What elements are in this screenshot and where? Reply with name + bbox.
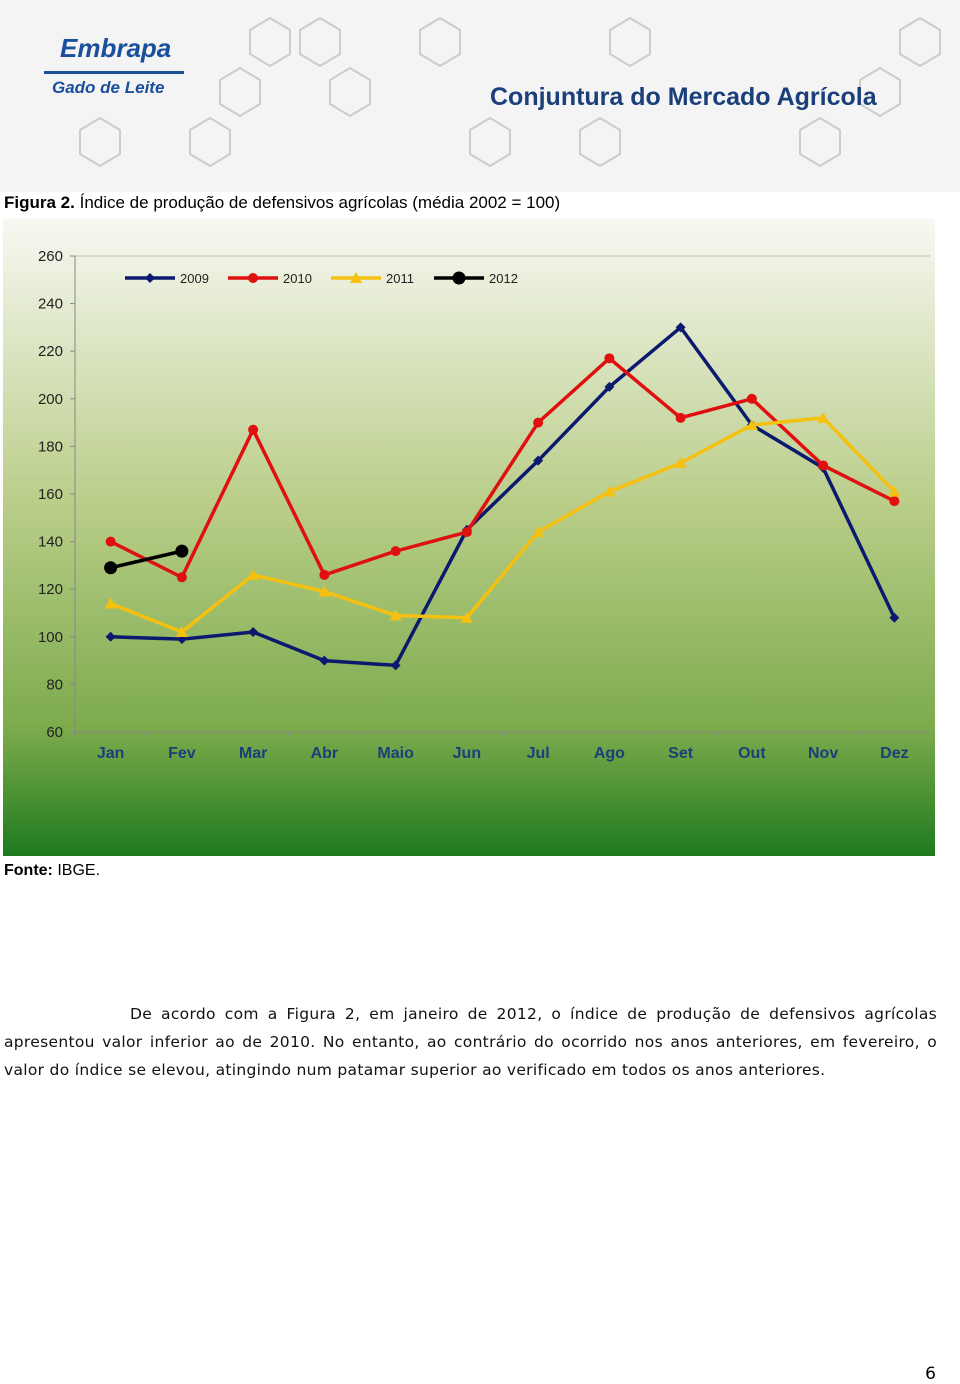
marker [248, 424, 259, 435]
x-tick-label: Jul [527, 745, 550, 762]
unit: Gado de Leite [52, 78, 164, 97]
marker [105, 536, 116, 547]
legend-label: 2012 [489, 271, 518, 286]
marker [746, 393, 757, 404]
x-tick-label: Nov [808, 745, 838, 762]
marker [390, 660, 401, 671]
chart: 60 80 100 120 140 160 180 200 220 240 260 Jan Fev Mar… [3, 219, 935, 856]
x-tick-label: Mar [239, 745, 267, 762]
marker [175, 544, 189, 558]
x-tick-label: Dez [880, 745, 908, 762]
marker [248, 273, 258, 283]
series-line [110, 324, 896, 668]
marker [104, 597, 117, 609]
marker [176, 572, 187, 583]
marker [889, 612, 900, 623]
x-tick-label: Fev [168, 745, 196, 762]
series-line [109, 416, 896, 635]
marker [817, 411, 830, 423]
figure-label: Figura 2. [4, 193, 75, 212]
source: Fonte: IBGE. [4, 862, 100, 880]
marker [145, 273, 155, 283]
marker [533, 417, 544, 428]
y-tick-label: 200 [38, 391, 63, 408]
marker [460, 611, 473, 623]
marker [104, 561, 118, 575]
marker [319, 569, 330, 580]
marker [389, 609, 402, 621]
marker [604, 353, 615, 364]
legend-label: 2011 [386, 271, 414, 286]
y-tick-label: 240 [38, 296, 63, 313]
marker [452, 271, 466, 285]
marker [745, 418, 758, 430]
paragraph: De acordo com a Figura 2, em janeiro de … [4, 1005, 937, 1079]
y-tick-label: 220 [38, 343, 63, 360]
marker [533, 455, 544, 466]
marker [248, 627, 259, 638]
x-tick-label: Set [668, 745, 694, 762]
legend-label: 2010 [283, 271, 312, 286]
marker [603, 485, 616, 497]
legend-label: 2009 [180, 271, 209, 286]
marker [350, 272, 362, 283]
marker [604, 381, 615, 392]
x-tick-label: Jun [453, 745, 481, 762]
y-tick-label: 100 [38, 629, 63, 646]
y-tick-label: 80 [46, 676, 63, 693]
series-line [109, 356, 896, 580]
x-tick-label: Maio [377, 745, 414, 762]
marker [318, 585, 331, 597]
marker [105, 631, 116, 642]
x-tick-label: Abr [311, 745, 339, 762]
y-tick-label: 140 [38, 534, 63, 551]
marker [390, 546, 401, 557]
marker [461, 527, 472, 538]
marker [247, 568, 260, 580]
series-line [110, 549, 183, 570]
y-tick-label: 180 [38, 438, 63, 455]
y-tick-label: 260 [38, 248, 63, 265]
marker [319, 655, 330, 666]
chart-bg [3, 219, 935, 856]
marker [532, 526, 545, 538]
logo-rule [44, 71, 184, 74]
logo: Embrapa [60, 33, 171, 63]
y-tick-label: 60 [46, 724, 63, 741]
x-tick-label: Ago [594, 745, 625, 762]
marker [675, 322, 686, 333]
x-tick-label: Jan [97, 745, 125, 762]
marker [888, 485, 901, 497]
x-tick-label: Out [738, 745, 766, 762]
publication: Conjuntura do Mercado Agrícola [490, 83, 878, 111]
page-number: 6 [925, 1364, 936, 1384]
marker [889, 496, 900, 507]
marker [674, 457, 687, 469]
figure-caption: Figura 2. Índice de produção de defensiv… [4, 193, 560, 213]
y-tick-label: 160 [38, 486, 63, 503]
caption-text: Índice de produção de defensivos agrícol… [79, 193, 561, 212]
marker [175, 626, 188, 638]
marker [675, 412, 686, 423]
y-tick-label: 120 [38, 581, 63, 598]
source-label: Fonte: [4, 862, 53, 879]
hexagons [79, 16, 941, 168]
source-text: IBGE. [57, 862, 101, 879]
header-banner: Embrapa Gado de Leite Conjuntura do Merc… [0, 0, 960, 192]
marker [818, 460, 829, 471]
